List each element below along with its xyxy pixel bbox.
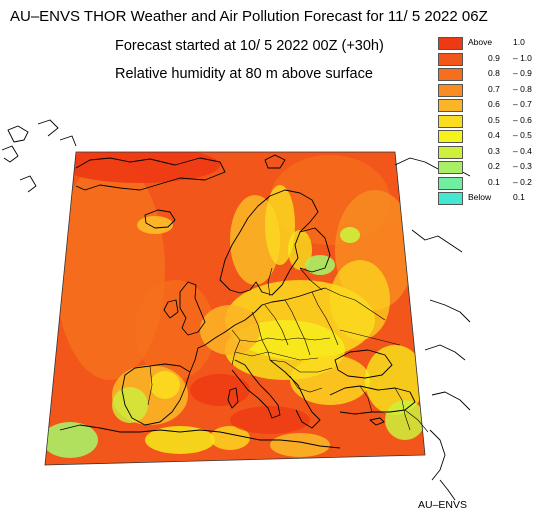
legend-from: 0.6 (488, 99, 500, 109)
legend-from: 0.9 (488, 52, 500, 63)
legend-from: 0.1 (488, 176, 500, 187)
legend-to: – 0.9 (513, 68, 532, 78)
legend-swatch (438, 37, 463, 50)
page-title: AU–ENVS THOR Weather and Air Pollution F… (10, 8, 488, 25)
legend-to: – 0.6 (513, 114, 532, 125)
legend-swatch (438, 99, 463, 112)
legend-from: 0.5 (488, 114, 500, 125)
legend-to: 0.1 (513, 192, 525, 202)
legend-from: 0.8 (488, 68, 500, 78)
legend-row: Above 1.0 (438, 36, 548, 52)
legend-swatch (438, 145, 463, 159)
legend-row: 0.8 – 0.9 (438, 67, 548, 83)
legend-row: 0.5 – 0.6 (438, 114, 548, 130)
legend-row: 0.3 – 0.4 (438, 145, 548, 161)
legend-to: – 0.7 (513, 99, 532, 109)
variable-subtitle: Relative humidity at 80 m above surface (115, 66, 373, 82)
legend-to: – 1.0 (513, 52, 532, 63)
legend-to: – 0.3 (513, 161, 532, 171)
legend-from: 0.7 (488, 83, 500, 94)
legend-swatch (438, 114, 463, 128)
legend-row: 0.7 – 0.8 (438, 83, 548, 99)
legend-row: 0.6 – 0.7 (438, 98, 548, 114)
legend-from: 0.4 (488, 130, 500, 140)
legend-to: – 0.8 (513, 83, 532, 94)
legend-swatch (438, 161, 463, 174)
legend: Above 1.0 0.9 – 1.0 0.8 – 0.9 0.7 – 0.8 0.6 – 0.7… (438, 36, 548, 207)
legend-to: 1.0 (513, 37, 525, 47)
credit-label: AU–ENVS (418, 499, 468, 511)
country-borders (147, 267, 429, 433)
legend-swatch (438, 68, 463, 81)
legend-from: Above (468, 37, 493, 47)
legend-swatch (438, 130, 463, 143)
legend-from: 0.2 (488, 161, 500, 171)
domain-boundary (44, 151, 426, 466)
legend-row: 0.1 – 0.2 (438, 176, 548, 192)
legend-to: – 0.5 (513, 130, 532, 140)
forecast-start-subtitle: Forecast started at 10/ 5 2022 00Z (+30h… (115, 38, 384, 54)
legend-swatch (438, 83, 463, 97)
legend-swatch (438, 192, 463, 205)
legend-to: – 0.2 (513, 176, 532, 187)
legend-row: 0.4 – 0.5 (438, 129, 548, 145)
legend-from: 0.3 (488, 145, 500, 156)
legend-from: Below (468, 192, 492, 202)
legend-swatch (438, 52, 463, 66)
legend-row: 0.2 – 0.3 (438, 160, 548, 176)
legend-swatch (438, 176, 463, 190)
legend-row: Below 0.1 (438, 191, 548, 207)
legend-to: – 0.4 (513, 145, 532, 156)
legend-row: 0.9 – 1.0 (438, 52, 548, 68)
